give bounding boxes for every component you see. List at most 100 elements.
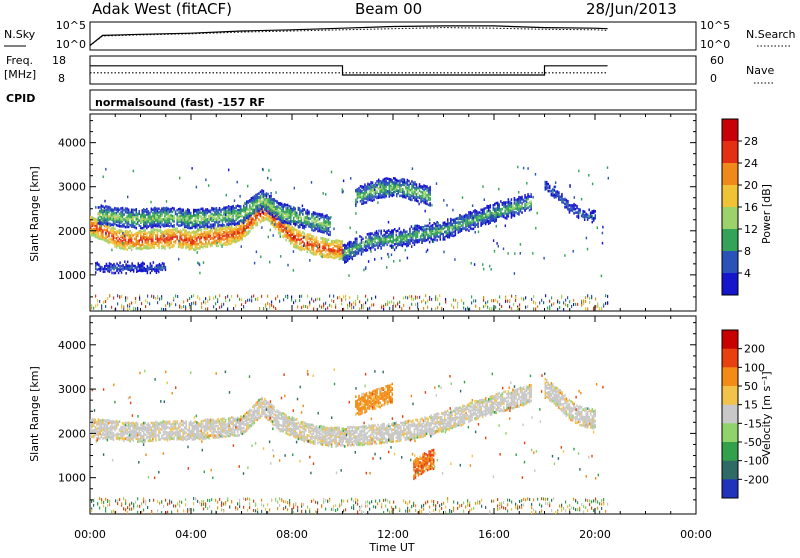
power-cell bbox=[407, 183, 409, 186]
power-cell bbox=[377, 240, 379, 243]
power-cell bbox=[305, 211, 307, 214]
power-cell bbox=[311, 213, 313, 216]
power-cell bbox=[178, 219, 180, 222]
power-cell bbox=[181, 212, 183, 215]
power-cell bbox=[123, 213, 125, 216]
power-cell bbox=[169, 211, 171, 214]
power-clutter-cell bbox=[263, 307, 264, 310]
power-speckle-cell bbox=[199, 272, 200, 275]
power-clutter-cell bbox=[283, 298, 284, 301]
power-cell bbox=[179, 210, 181, 213]
power-cell bbox=[226, 218, 228, 221]
power-cell bbox=[453, 235, 455, 238]
power-cell bbox=[428, 204, 430, 207]
power-cell bbox=[295, 235, 297, 238]
power-cell bbox=[567, 202, 569, 205]
power-cell bbox=[366, 196, 368, 199]
power-cell bbox=[179, 221, 181, 224]
power-cell bbox=[95, 222, 97, 225]
power-cell bbox=[281, 230, 283, 233]
power-cell bbox=[234, 210, 236, 213]
power-cell bbox=[279, 219, 281, 222]
power-clutter-cell bbox=[411, 303, 412, 306]
power-cell bbox=[166, 224, 168, 227]
power-speckle-cell bbox=[323, 192, 324, 195]
power-cell bbox=[127, 267, 128, 270]
power-speckle-cell bbox=[273, 234, 274, 237]
power-cell bbox=[313, 239, 315, 242]
power-cell bbox=[554, 189, 556, 192]
power-cell bbox=[282, 204, 284, 207]
power-cell bbox=[298, 217, 300, 220]
power-cell bbox=[429, 226, 431, 229]
power-cell bbox=[257, 216, 259, 219]
power-cell bbox=[103, 270, 105, 273]
power-cell bbox=[479, 211, 481, 214]
power-cell bbox=[155, 223, 157, 226]
power-cell bbox=[104, 265, 106, 268]
power-clutter-cell bbox=[381, 306, 382, 309]
power-cell bbox=[299, 239, 301, 242]
power-cell bbox=[261, 189, 263, 192]
power-cell bbox=[314, 244, 316, 247]
power-cell bbox=[210, 243, 212, 246]
noise-tick-left-low: 10^0 bbox=[56, 38, 86, 51]
power-cell bbox=[328, 218, 330, 221]
power-speckle-cell bbox=[498, 188, 499, 191]
power-cell bbox=[208, 230, 210, 233]
power-speckle-cell bbox=[555, 181, 556, 184]
power-cell bbox=[190, 221, 192, 224]
power-cell bbox=[144, 267, 146, 270]
power-cell bbox=[96, 218, 98, 221]
power-cell bbox=[549, 185, 551, 188]
power-cell bbox=[223, 212, 225, 215]
power-cell bbox=[493, 204, 495, 207]
power-clutter-cell bbox=[97, 299, 98, 302]
power-cell bbox=[400, 231, 402, 234]
power-cell bbox=[497, 202, 499, 205]
power-cell bbox=[173, 220, 175, 223]
power-cell bbox=[564, 203, 566, 206]
power-clutter-cell bbox=[395, 305, 396, 308]
power-cell bbox=[219, 212, 221, 215]
power-cell bbox=[98, 228, 100, 231]
power-clutter-cell bbox=[257, 297, 258, 300]
noise-series bbox=[90, 26, 608, 46]
power-speckle-cell bbox=[452, 209, 453, 212]
power-clutter-cell bbox=[121, 295, 122, 298]
power-cell bbox=[119, 265, 121, 268]
power-cell bbox=[420, 226, 422, 229]
power-cell bbox=[279, 211, 281, 214]
power-cell bbox=[201, 241, 203, 244]
power-speckle-cell bbox=[370, 250, 371, 253]
power-clutter-cell bbox=[455, 299, 456, 302]
power-clutter-cell bbox=[189, 303, 190, 306]
power-cell bbox=[410, 182, 412, 185]
power-clutter-cell bbox=[567, 305, 568, 308]
power-cell bbox=[179, 244, 181, 247]
power-clutter-cell bbox=[275, 307, 276, 310]
nave-label: Nave bbox=[746, 64, 774, 77]
power-cell bbox=[145, 209, 147, 212]
power-cell bbox=[587, 216, 589, 219]
power-cell bbox=[322, 250, 324, 253]
power-cell bbox=[157, 264, 159, 267]
power-cell bbox=[344, 244, 346, 247]
power-cell bbox=[189, 209, 191, 212]
power-cell bbox=[107, 265, 109, 268]
power-cell bbox=[258, 196, 260, 199]
power-cell bbox=[418, 225, 420, 228]
power-clutter-cell bbox=[515, 299, 516, 302]
power-cell bbox=[120, 229, 122, 232]
power-speckle-cell bbox=[380, 185, 381, 188]
power-cell bbox=[120, 225, 122, 228]
power-cell bbox=[207, 245, 209, 248]
power-cell bbox=[185, 232, 187, 235]
power-cell bbox=[208, 215, 210, 218]
power-cell bbox=[405, 194, 407, 197]
power-cell bbox=[142, 209, 144, 212]
power-speckle-cell bbox=[431, 204, 432, 207]
power-cell bbox=[310, 237, 312, 240]
power-cell bbox=[220, 214, 222, 217]
power-speckle-cell bbox=[225, 213, 226, 216]
